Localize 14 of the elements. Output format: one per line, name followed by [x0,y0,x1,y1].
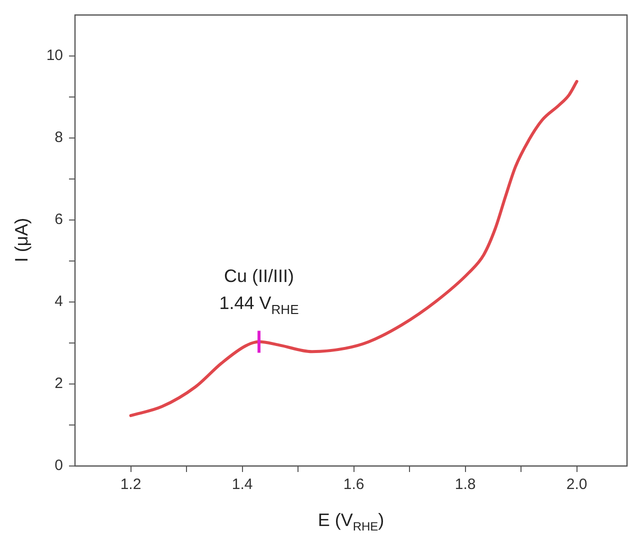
x-tick-label: 2.0 [566,476,588,494]
x-axis-title: E (V$_{RHE}$) [318,510,384,534]
x-tick-label: 1.4 [232,476,253,494]
y-tick-label: 2 [54,375,63,392]
y-tick-label: 6 [54,211,63,228]
line-series [129,80,578,418]
x-tick-label: 1.8 [454,476,476,494]
x-tick-label: 1.6 [343,476,364,494]
x-tick-label: 1.2 [120,476,142,494]
y-tick-label: 4 [54,293,63,310]
y-tick-label: 0 [54,457,63,474]
y-tick-label: 8 [54,129,63,146]
y-axis-title: I (μA) [12,218,32,262]
y-tick-label: 10 [46,47,63,64]
